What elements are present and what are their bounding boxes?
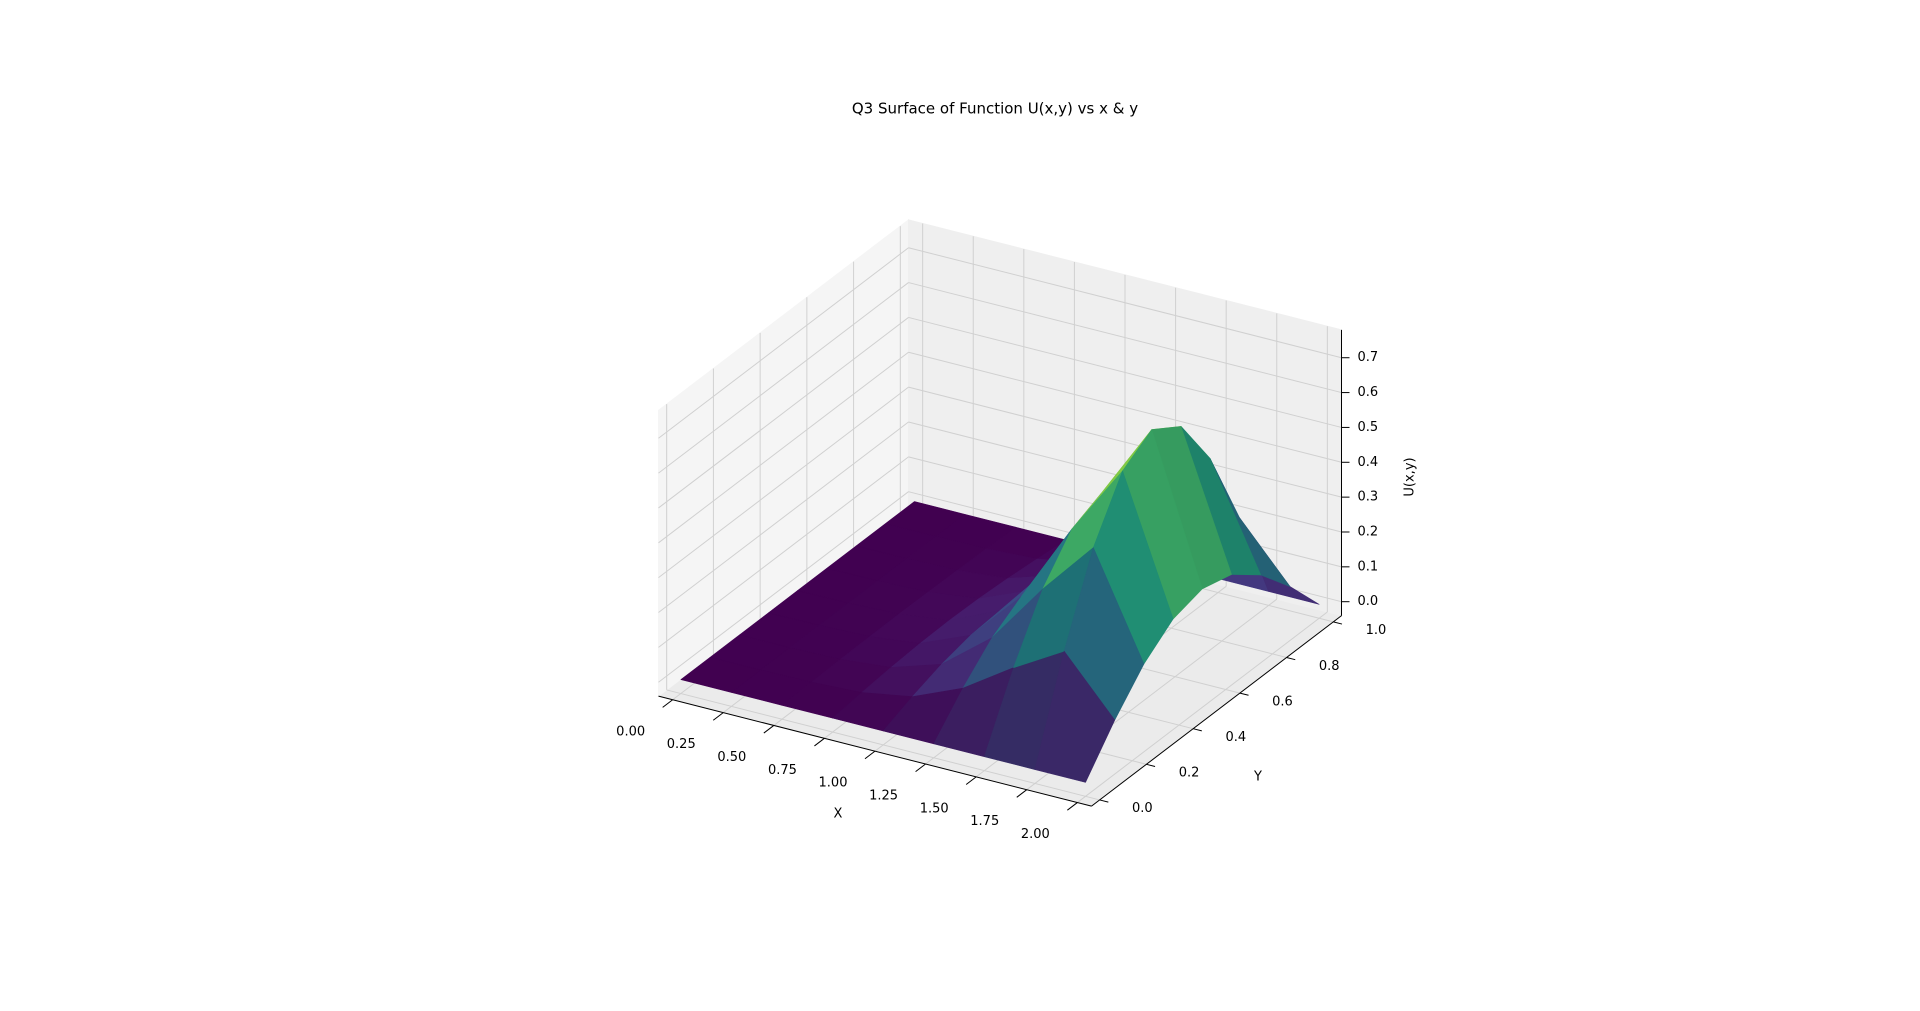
grid-line <box>658 317 909 509</box>
x-axis-label: X <box>834 807 843 822</box>
x-tick <box>1016 789 1028 798</box>
z-tick-label: 0.1 <box>1358 559 1379 574</box>
x-tick-label: 0.00 <box>616 724 645 739</box>
x-tick-label: 1.00 <box>819 776 848 791</box>
x-axis-line <box>658 695 1092 807</box>
y-tick-label: 0.2 <box>1179 766 1200 781</box>
x-tick-label: 0.25 <box>667 737 696 752</box>
z-tick-label: 0.7 <box>1358 350 1379 365</box>
grid-line <box>658 456 909 648</box>
x-tick <box>814 737 825 747</box>
grid-line <box>908 386 1342 498</box>
x-tick-label: 2.00 <box>1021 827 1050 842</box>
x-tick <box>1067 802 1078 811</box>
y-tick-label: 0.4 <box>1225 730 1246 745</box>
grid-line <box>658 247 909 439</box>
grid-line <box>666 689 1100 801</box>
grid-line <box>658 351 909 544</box>
grid-line <box>1077 611 1328 803</box>
x-tick-label: 0.50 <box>717 750 746 765</box>
x-tick-label: 1.25 <box>869 789 898 804</box>
grid-line <box>908 247 1342 359</box>
z-tick-label: 0.6 <box>1358 385 1379 400</box>
grid-line <box>908 316 1342 428</box>
x-tick <box>915 763 926 773</box>
x-tick <box>712 712 724 721</box>
grid-line <box>658 491 909 683</box>
chart-title: Q3 Surface of Function U(x,y) vs x & y <box>852 100 1138 118</box>
y-tick-label: 0.8 <box>1319 659 1340 674</box>
grid-line <box>908 351 1342 463</box>
y-tick-label: 1.0 <box>1366 623 1387 638</box>
x-tick-label: 0.75 <box>768 763 797 778</box>
x-tick <box>662 699 673 708</box>
grid-line <box>658 282 909 474</box>
surface-patch <box>1034 650 1116 783</box>
y-tick-label: 0.0 <box>1132 801 1153 816</box>
y-tick-label: 0.6 <box>1272 694 1293 709</box>
x-tick-label: 1.75 <box>970 814 999 829</box>
z-tick-label: 0.0 <box>1358 594 1379 609</box>
y-tick <box>1146 763 1156 767</box>
y-tick <box>1333 621 1343 625</box>
axes: 0.00 0.25 0.50 0.75 1.00 1.25 1.50 1.75 2.00 0.0 0… <box>616 329 1387 842</box>
y-tick <box>1239 692 1249 696</box>
x-tick-label: 1.50 <box>920 801 949 816</box>
z-tick-label: 0.2 <box>1358 524 1379 539</box>
grid-line <box>658 386 909 579</box>
y-axis-label: Y <box>1253 770 1262 785</box>
x-tick <box>763 725 775 734</box>
grid-line <box>908 282 1342 394</box>
x-tick <box>965 776 977 785</box>
y-axis-line <box>1091 615 1342 807</box>
z-tick-label: 0.3 <box>1358 490 1379 505</box>
y-tick <box>1193 728 1202 732</box>
z-axis-label: U(x,y) <box>1403 457 1418 496</box>
y-tick <box>1286 656 1296 661</box>
grid-line <box>658 421 909 613</box>
z-tick-label: 0.5 <box>1358 420 1379 435</box>
x-tick <box>864 750 876 760</box>
z-tick-label: 0.4 <box>1358 455 1379 470</box>
y-tick <box>1099 799 1109 803</box>
surface <box>680 426 1320 783</box>
